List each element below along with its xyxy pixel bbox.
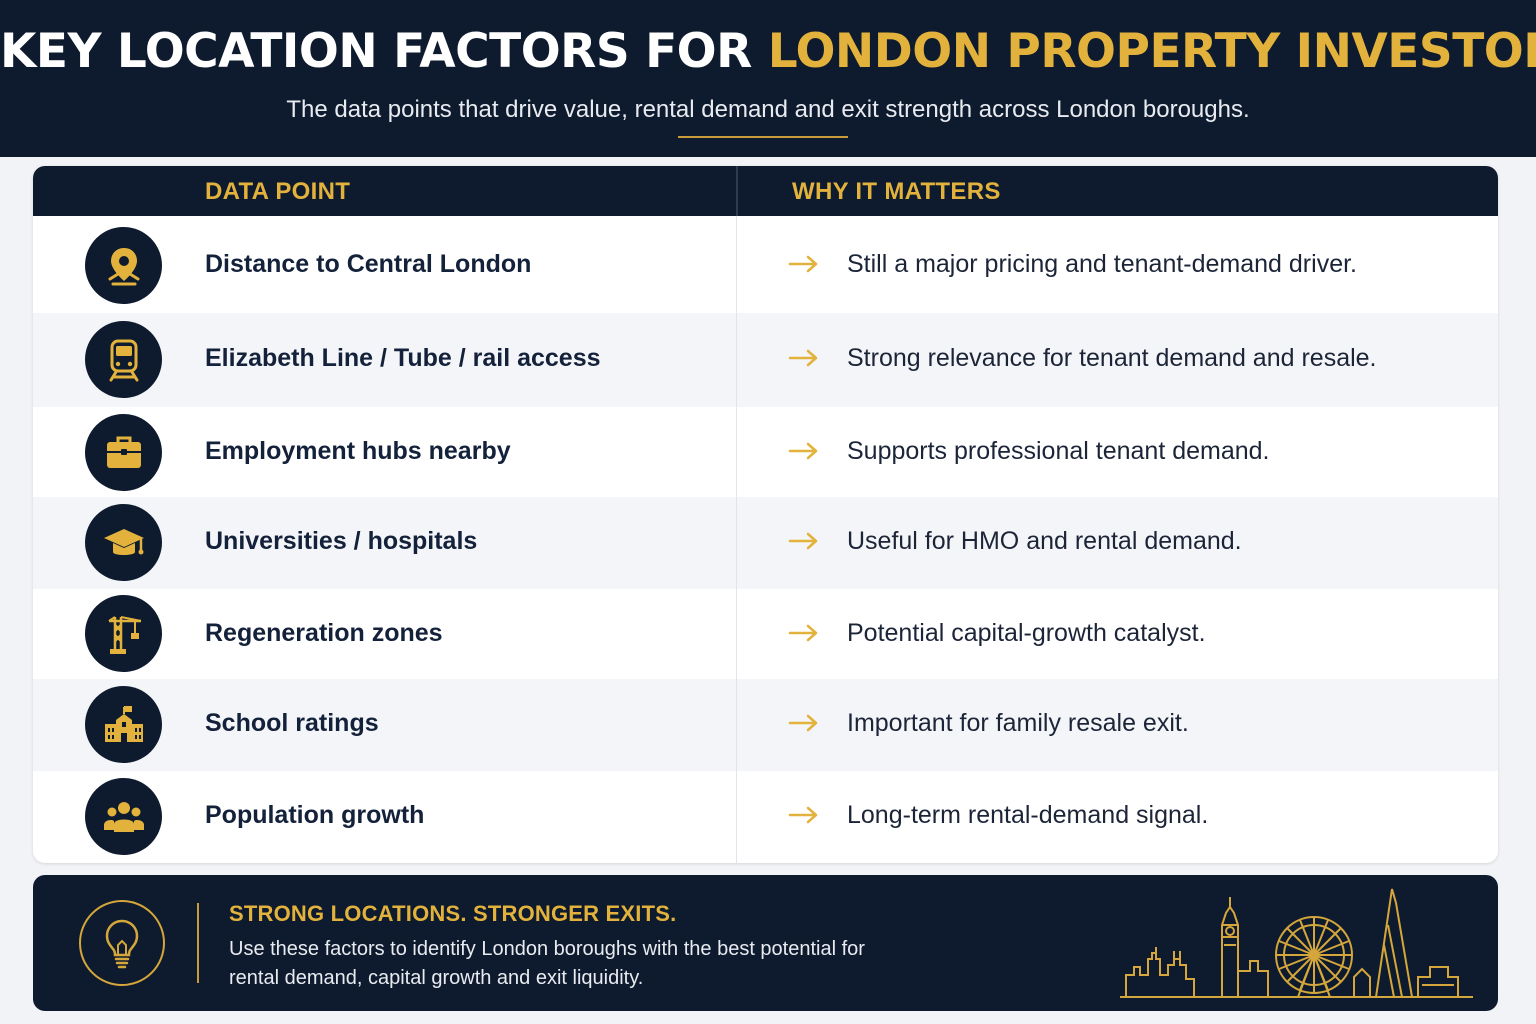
table-row: Elizabeth Line / Tube / rail access Stro… [33,313,1498,407]
data-point-label: Regeneration zones [205,619,443,647]
why-it-matters-text: Still a major pricing and tenant-demand … [847,250,1357,278]
title-main: KEY LOCATION FACTORS FOR [0,24,768,79]
table-header: DATA POINT WHY IT MATTERS [33,166,1498,216]
table-row: Universities / hospitals Useful for HMO … [33,497,1498,589]
table-row: Distance to Central London Still a major… [33,216,1498,313]
arrow-right-icon [788,442,818,460]
lightbulb-icon [79,900,165,986]
data-point-label: Population growth [205,801,425,829]
factors-table: DATA POINT WHY IT MATTERS Distance to Ce… [33,166,1498,863]
column-header-data-point: DATA POINT [205,178,351,205]
table-row: Employment hubs nearby Supports professi… [33,407,1498,497]
arrow-right-icon [788,532,818,550]
arrow-right-icon [788,349,818,367]
why-it-matters-text: Important for family resale exit. [847,709,1189,737]
data-point-label: School ratings [205,709,379,737]
briefcase-icon [85,414,162,491]
footer-divider [197,903,199,983]
footer-heading: STRONG LOCATIONS. STRONGER EXITS. [229,901,677,926]
crane-icon [85,595,162,672]
header-column-divider [736,166,738,216]
people-icon [85,778,162,855]
page-title: KEY LOCATION FACTORS FOR LONDON PROPERTY… [0,24,1536,79]
title-accent: LONDON PROPERTY INVESTORS [767,24,1536,79]
arrow-right-icon [788,806,818,824]
graduation-cap-icon [85,504,162,581]
why-it-matters-text: Supports professional tenant demand. [847,437,1270,465]
arrow-right-icon [788,255,818,273]
data-point-label: Employment hubs nearby [205,437,511,465]
footer-text: Use these factors to identify London bor… [229,938,865,989]
column-divider [736,216,737,863]
data-point-label: Universities / hospitals [205,527,478,555]
london-skyline-icon [1120,888,1473,998]
why-it-matters-text: Strong relevance for tenant demand and r… [847,344,1377,372]
arrow-right-icon [788,624,818,642]
map-pin-icon [85,227,162,304]
footer-banner: STRONG LOCATIONS. STRONGER EXITS. Use th… [33,875,1498,1011]
why-it-matters-text: Useful for HMO and rental demand. [847,527,1242,555]
header: KEY LOCATION FACTORS FOR LONDON PROPERTY… [0,0,1536,157]
arrow-right-icon [788,714,818,732]
table-row: Population growth Long-term rental-deman… [33,771,1498,863]
train-icon [85,321,162,398]
why-it-matters-text: Potential capital-growth catalyst. [847,619,1206,647]
school-icon [85,686,162,763]
data-point-label: Distance to Central London [205,250,532,278]
table-row: Regeneration zones Potential capital-gro… [33,589,1498,679]
column-header-why-it-matters: WHY IT MATTERS [792,178,1001,205]
page-subtitle: The data points that drive value, rental… [286,96,1250,123]
header-divider [678,136,848,138]
why-it-matters-text: Long-term rental-demand signal. [847,801,1209,829]
data-point-label: Elizabeth Line / Tube / rail access [205,344,601,372]
table-row: School ratings Important for family resa… [33,679,1498,771]
